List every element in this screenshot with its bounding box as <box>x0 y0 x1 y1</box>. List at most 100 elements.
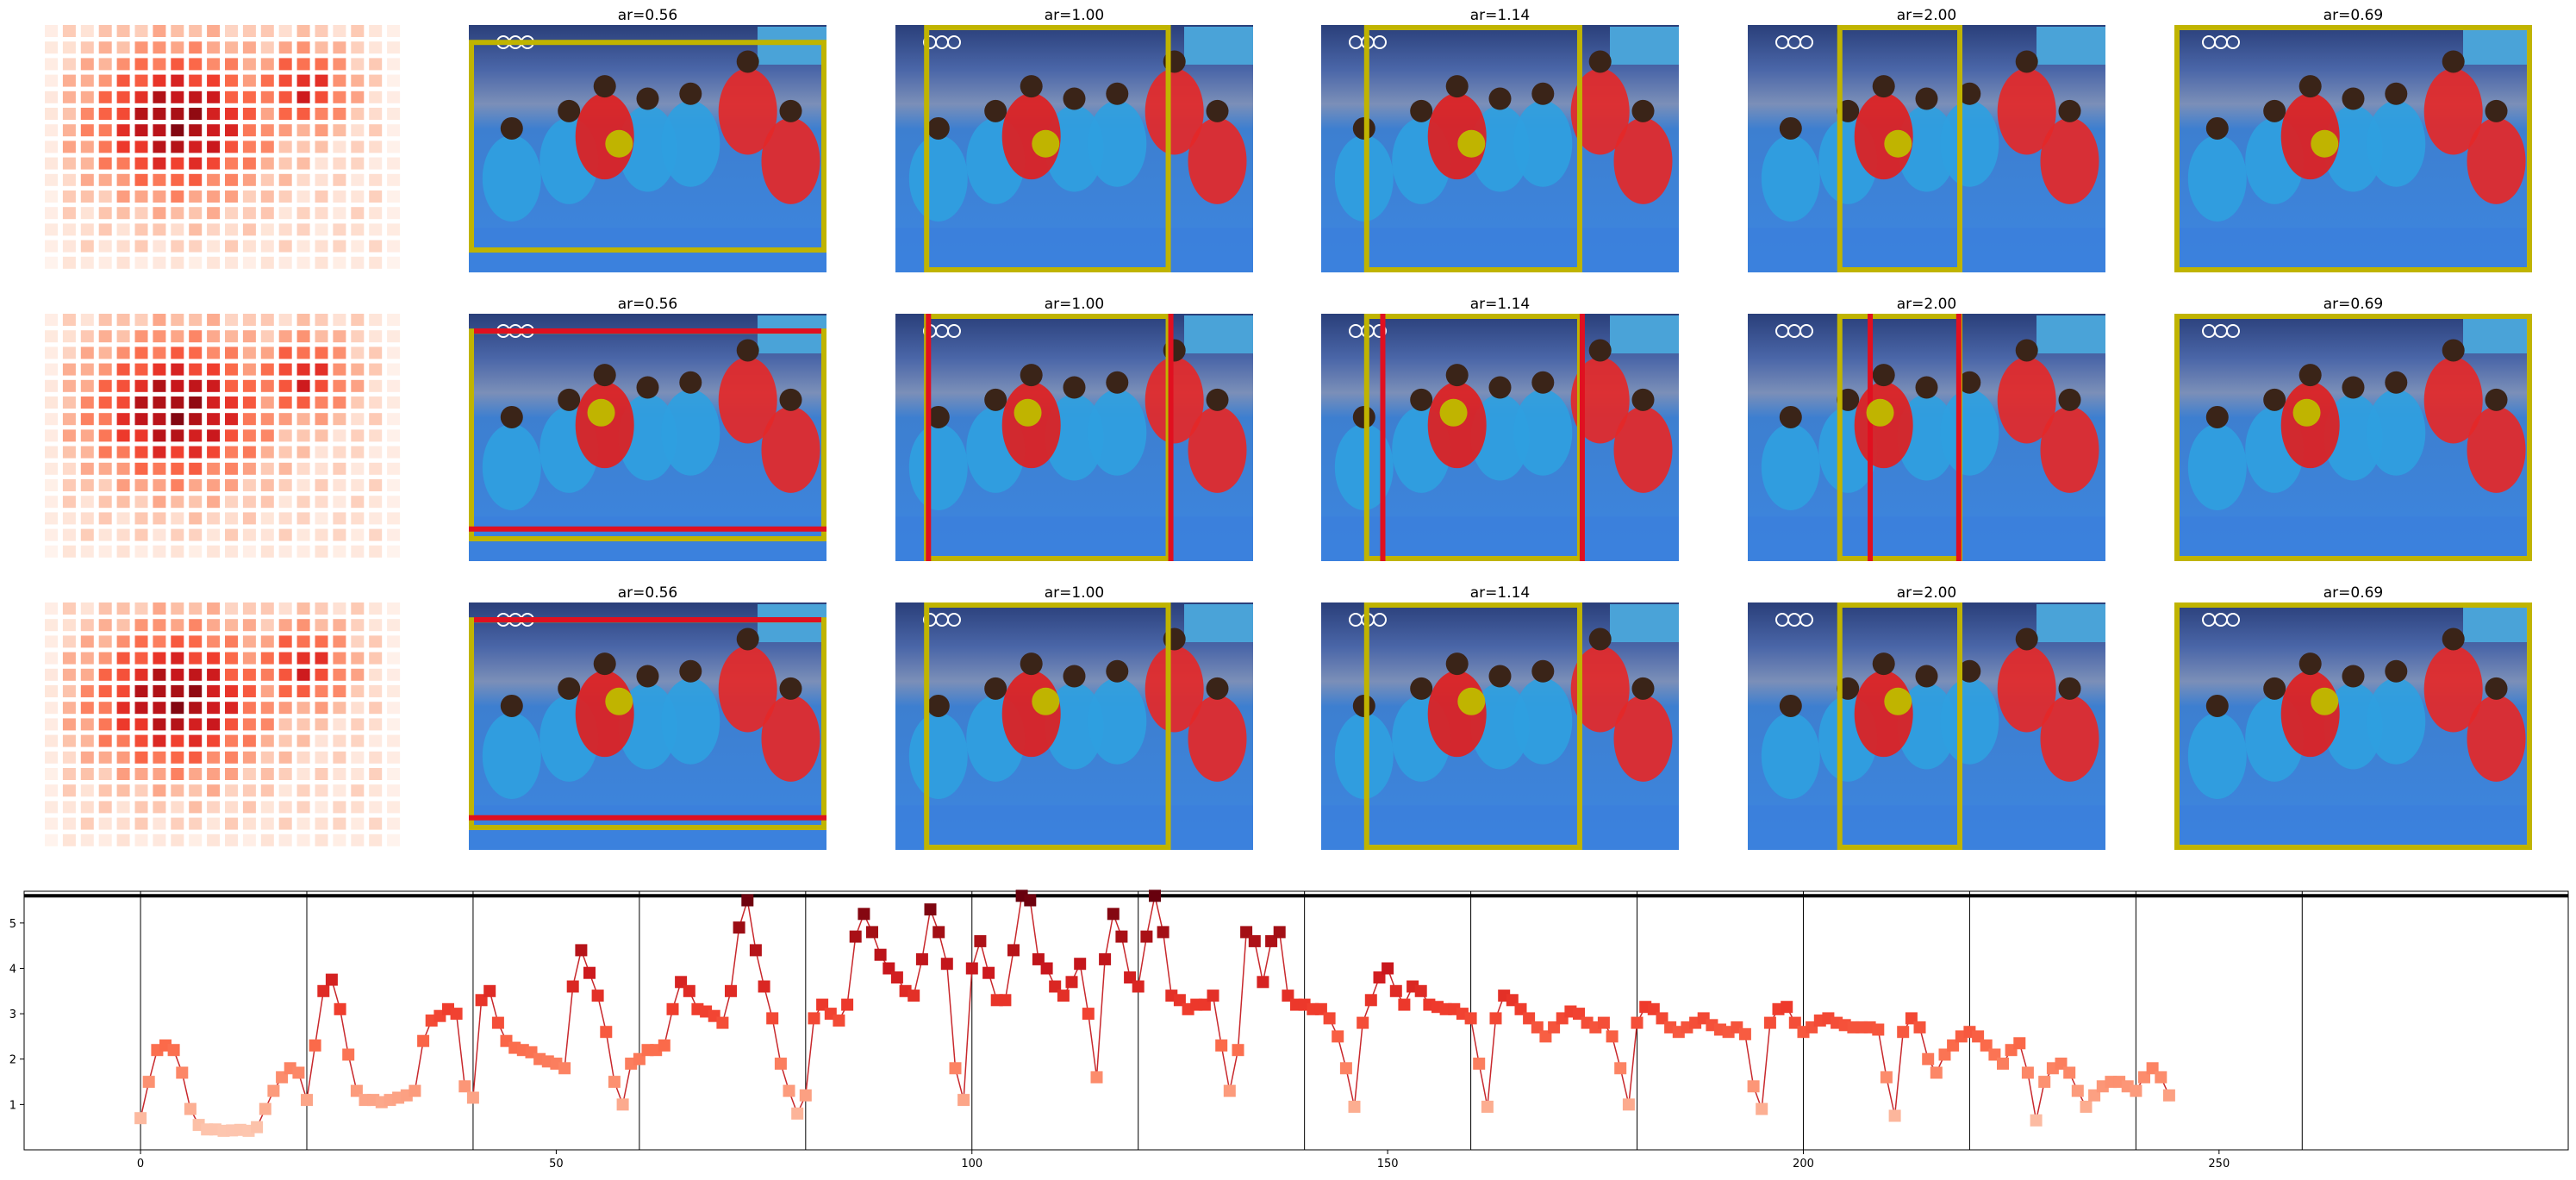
player <box>1088 678 1146 765</box>
heatmap-cell <box>45 364 58 376</box>
heatmap-cell <box>351 158 364 170</box>
heatmap-cell <box>315 784 328 796</box>
heatmap-cell <box>81 223 94 235</box>
heatmap-cell <box>225 602 238 615</box>
heatmap-cell <box>225 108 238 120</box>
heatmap-cell <box>225 463 238 475</box>
player <box>1940 101 1999 187</box>
heatmap-cell <box>333 496 346 508</box>
photo-panel: ar=1.14 <box>1321 296 1679 561</box>
heatmap-cell <box>369 818 382 830</box>
heatmap-cell <box>171 429 184 441</box>
heatmap-cell <box>387 25 400 37</box>
player-head <box>2016 627 2038 650</box>
heatmap-cell <box>315 158 328 170</box>
banner <box>2036 315 2105 353</box>
player-head <box>1489 377 1512 399</box>
heatmap-cell <box>279 347 292 359</box>
heatmap-cell <box>81 619 94 631</box>
heatmap-cell <box>171 752 184 764</box>
heatmap-cell <box>387 463 400 475</box>
heatmap-cell <box>279 669 292 681</box>
heatmap-cell <box>189 207 202 219</box>
heatmap-panels <box>45 25 400 846</box>
heatmap-cell <box>117 108 130 120</box>
panel-title: ar=0.56 <box>618 296 678 313</box>
heatmap-cell <box>189 702 202 714</box>
heatmap-cell <box>81 718 94 730</box>
heatmap-cell <box>63 58 76 70</box>
heatmap-cell <box>153 619 165 631</box>
heatmap-cell <box>351 602 364 615</box>
heatmap-cell <box>351 223 364 235</box>
heatmap-cell <box>63 75 76 87</box>
player-head <box>679 371 702 394</box>
heatmap-cell <box>135 429 148 441</box>
heatmap-cell <box>225 635 238 647</box>
heatmap-cell <box>171 330 184 342</box>
player-head <box>1916 665 1938 688</box>
heatmap-cell <box>45 347 58 359</box>
heatmap-cell <box>243 529 256 541</box>
heatmap-cell <box>243 801 256 813</box>
heatmap-cell <box>81 784 94 796</box>
player <box>1762 713 1820 799</box>
heatmap-cell <box>171 446 184 459</box>
heatmap-cell <box>45 768 58 780</box>
heatmap-cell <box>279 768 292 780</box>
heatmap-cell <box>153 546 165 558</box>
heatmap-cell <box>81 685 94 697</box>
heatmap-cell <box>225 768 238 780</box>
heatmap-cell <box>261 735 274 747</box>
heatmap-cell <box>153 768 165 780</box>
heatmap-cell <box>351 752 364 764</box>
heatmap-cell <box>63 380 76 392</box>
player-head <box>1207 677 1229 700</box>
heatmap-cell <box>135 396 148 409</box>
heatmap-cell <box>333 124 346 136</box>
heatmap-cell <box>387 685 400 697</box>
heatmap-cell <box>189 652 202 665</box>
heatmap-cell <box>351 124 364 136</box>
data-point <box>326 974 338 986</box>
banner <box>1610 604 1679 642</box>
heatmap-cell <box>351 801 364 813</box>
heatmap-cell <box>351 396 364 409</box>
photo-panel: ar=2.00 <box>1748 584 2105 850</box>
heatmap-cell <box>99 446 112 459</box>
heatmap-cell <box>225 174 238 186</box>
heatmap-cell <box>387 380 400 392</box>
data-point <box>1739 1028 1751 1040</box>
heatmap-cell <box>153 108 165 120</box>
heatmap-cell <box>207 347 220 359</box>
player-head <box>637 377 659 399</box>
data-point <box>176 1067 188 1079</box>
heatmap-cell <box>387 174 400 186</box>
heatmap-cell <box>171 380 184 392</box>
heatmap-cell <box>315 429 328 441</box>
heatmap-cell <box>243 619 256 631</box>
heatmap-cell <box>171 702 184 714</box>
heatmap-cell <box>243 207 256 219</box>
heatmap-cell <box>297 25 310 37</box>
data-point <box>134 1112 147 1124</box>
heatmap-cell <box>99 429 112 441</box>
heatmap-cell <box>153 635 165 647</box>
heatmap-cell <box>63 635 76 647</box>
heatmap-cell <box>135 91 148 103</box>
heatmap-cell <box>135 314 148 326</box>
heatmap-cell <box>45 158 58 170</box>
heatmap-cell <box>171 223 184 235</box>
heatmap-cell <box>243 413 256 425</box>
heatmap-cell <box>189 413 202 425</box>
heatmap-cell <box>297 380 310 392</box>
heatmap-cell <box>387 190 400 203</box>
heatmap-cell <box>261 140 274 153</box>
heatmap-cell <box>171 257 184 269</box>
heatmap-cell <box>243 512 256 524</box>
player-head <box>2442 627 2465 650</box>
data-point <box>932 926 945 938</box>
heatmap-cell <box>243 223 256 235</box>
heatmap-cell <box>117 602 130 615</box>
heatmap-cell <box>225 240 238 253</box>
